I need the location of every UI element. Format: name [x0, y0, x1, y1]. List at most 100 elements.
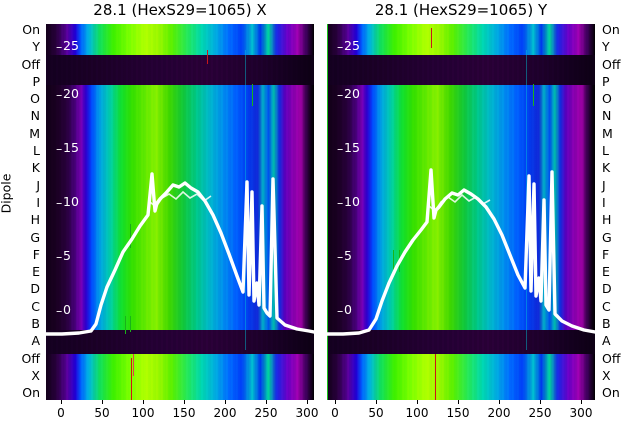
y-tick-value: 10 — [344, 194, 360, 209]
y-tick-10: –10 — [337, 194, 360, 210]
y-tick-value: 0 — [63, 302, 71, 317]
x-tick-mark — [376, 400, 377, 404]
tick-dash: – — [56, 195, 63, 210]
marker-red-bottom — [435, 354, 436, 400]
panel-title-y: 28.1 (HexS29=1065) Y — [374, 1, 548, 19]
x-tick-label: 200 — [487, 406, 511, 420]
x-tick-mark — [335, 400, 336, 404]
marker-green-c — [130, 224, 131, 248]
category-label: J — [36, 177, 40, 193]
heatmap-panel-x[interactable]: –25 –20 –15 –10 –5 –0 — [46, 24, 314, 400]
category-label: Y — [32, 39, 40, 55]
dark-band-lower — [327, 330, 595, 354]
x-tick-mark — [307, 400, 308, 404]
category-label: X — [31, 367, 40, 383]
tick-dash: – — [337, 303, 344, 318]
y-tick-value: 5 — [63, 248, 71, 263]
category-label: G — [30, 229, 40, 245]
category-label: M — [29, 125, 40, 141]
category-label: I — [602, 194, 606, 210]
marker-red-head — [207, 50, 208, 64]
category-label: X — [602, 367, 611, 383]
dark-band-lower — [46, 330, 314, 354]
x-tick-label: 150 — [446, 406, 470, 420]
y-tick-value: 25 — [63, 38, 79, 53]
tick-dash: – — [337, 195, 344, 210]
x-tick-label: 50 — [368, 406, 384, 420]
category-label: D — [602, 281, 612, 297]
x-tick-label: 200 — [213, 406, 237, 420]
category-label: Off — [21, 350, 40, 366]
x-tick-label: 150 — [172, 406, 196, 420]
tick-dash: – — [337, 87, 344, 102]
marker-green-b — [130, 316, 131, 332]
x-tick-mark — [225, 400, 226, 404]
category-axis-left: On Y Off P O N M L K J I H G F E D C B A… — [2, 23, 44, 400]
tick-dash: – — [56, 87, 63, 102]
x-tick-mark — [458, 400, 459, 404]
category-label: C — [602, 298, 611, 314]
x-tick-mark — [102, 400, 103, 404]
category-label: E — [602, 264, 610, 280]
dark-band-upper — [327, 55, 595, 85]
y-tick-25: –25 — [56, 38, 79, 54]
x-tick-mark — [143, 400, 144, 404]
y-tick-value: 20 — [63, 86, 79, 101]
category-label: K — [31, 160, 40, 176]
x-tick-label: 100 — [131, 406, 155, 420]
overlay-curve-x — [46, 172, 314, 336]
y-tick-10: –10 — [56, 194, 79, 210]
category-axis-right: On Y Off P O N M L K J I H G F E D C B A… — [598, 23, 640, 400]
category-label: O — [30, 91, 40, 107]
marker-green-head — [252, 84, 253, 106]
tick-dash: – — [337, 39, 344, 54]
heatmap-panel-y[interactable]: –25 –20 –15 –10 –5 –0 — [327, 24, 595, 400]
marker-red-head — [431, 28, 432, 48]
category-label: I — [36, 194, 40, 210]
y-tick-5: –5 — [56, 248, 71, 264]
heatmap-top-strip — [46, 24, 314, 55]
x-tick-label: 50 — [94, 406, 110, 420]
y-tick-0: –0 — [337, 302, 352, 318]
heatmap-bottom-strip — [46, 354, 314, 400]
overlay-curve-y — [327, 168, 595, 336]
x-tick-label: 250 — [528, 406, 552, 420]
category-label: Off — [602, 350, 621, 366]
y-tick-value: 5 — [344, 248, 352, 263]
category-label: Y — [602, 39, 610, 55]
panel-title-x: 28.1 (HexS29=1065) X — [93, 1, 267, 19]
y-tick-value: 0 — [344, 302, 352, 317]
category-label: A — [602, 333, 611, 349]
heatmap-bottom-strip — [327, 354, 595, 400]
tick-dash: – — [56, 39, 63, 54]
x-tick-mark — [540, 400, 541, 404]
y-tick-15: –15 — [56, 140, 79, 156]
category-label: D — [30, 281, 40, 297]
x-tick-label: 300 — [569, 406, 593, 420]
marker-green-a — [125, 316, 126, 334]
x-tick-label: 0 — [57, 406, 65, 420]
y-tick-5: –5 — [337, 248, 352, 264]
category-label: P — [32, 73, 40, 89]
category-label: L — [602, 143, 609, 159]
category-label: J — [602, 177, 606, 193]
x-tick-label: 300 — [295, 406, 319, 420]
category-label: Off — [21, 56, 40, 72]
category-label: N — [602, 108, 612, 124]
category-label: P — [602, 73, 610, 89]
x-tick-label: 100 — [405, 406, 429, 420]
y-tick-value: 25 — [344, 38, 360, 53]
category-label: F — [32, 246, 40, 262]
x-tick-mark — [61, 400, 62, 404]
tick-dash: – — [56, 303, 63, 318]
y-tick-value: 15 — [63, 140, 79, 155]
category-label: H — [30, 212, 40, 228]
marker-green-a — [393, 250, 394, 276]
tick-dash: – — [56, 141, 63, 156]
edge-green-line — [327, 24, 328, 400]
category-label: B — [602, 316, 611, 332]
y-tick-15: –15 — [337, 140, 360, 156]
y-tick-value: 10 — [63, 194, 79, 209]
category-label: N — [30, 108, 40, 124]
category-label: L — [33, 143, 40, 159]
